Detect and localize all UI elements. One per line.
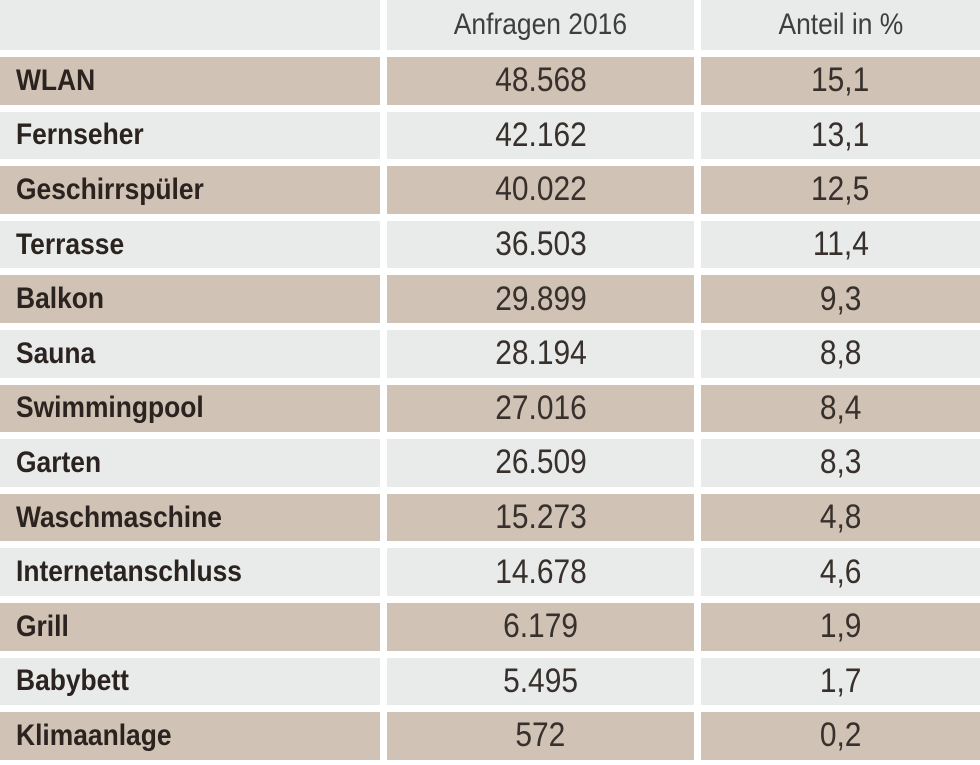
- anfragen-value-cell: 28.194: [387, 329, 694, 378]
- row-label: Swimmingpool: [16, 391, 204, 425]
- anfragen-value-cell: 40.022: [387, 166, 694, 214]
- anteil-value-cell: 11,4: [701, 220, 980, 269]
- anfragen-value: 29.899: [494, 279, 587, 318]
- header-empty-cell: [0, 0, 380, 50]
- table-row: Klimaanlage 572 0,2: [0, 712, 980, 760]
- anfragen-value-cell: 36.503: [387, 220, 694, 269]
- row-label-cell: Terrasse: [0, 220, 380, 269]
- anteil-value: 11,4: [812, 225, 869, 264]
- anteil-value: 0,2: [819, 716, 862, 755]
- row-label-cell: Sauna: [0, 329, 380, 378]
- header-anteil-cell: Anteil in %: [701, 0, 980, 50]
- anteil-value: 13,1: [811, 115, 870, 154]
- anteil-value-cell: 8,3: [701, 439, 980, 487]
- anteil-value-cell: 1,9: [701, 602, 980, 651]
- table-row: Internetanschluss 14.678 4,6: [0, 548, 980, 596]
- row-label-cell: WLAN: [0, 57, 380, 105]
- anfragen-value: 6.179: [503, 607, 578, 646]
- row-label-cell: Klimaanlage: [0, 712, 380, 760]
- anteil-value: 4,6: [819, 552, 862, 591]
- row-label-cell: Swimmingpool: [0, 384, 380, 433]
- anfragen-value: 36.503: [494, 225, 587, 264]
- table-row: Geschirrspüler 40.022 12,5: [0, 166, 980, 214]
- anfragen-value: 14.678: [494, 552, 587, 591]
- table-row: Terrasse 36.503 11,4: [0, 220, 980, 269]
- row-label-cell: Fernseher: [0, 111, 380, 160]
- anfragen-value: 572: [515, 716, 566, 755]
- row-label: Terrasse: [16, 227, 125, 261]
- row-label-cell: Geschirrspüler: [0, 166, 380, 214]
- table-row: Swimmingpool 27.016 8,4: [0, 384, 980, 433]
- row-label: Geschirrspüler: [16, 172, 204, 206]
- row-label: Internetanschluss: [16, 555, 242, 589]
- anfragen-value-cell: 26.509: [387, 439, 694, 487]
- anfragen-value: 42.162: [494, 115, 587, 154]
- row-label-cell: Babybett: [0, 657, 380, 706]
- anfragen-value: 48.568: [494, 61, 587, 100]
- anteil-value: 4,8: [819, 498, 862, 537]
- table-row: Garten 26.509 8,3: [0, 439, 980, 487]
- table-row: WLAN 48.568 15,1: [0, 57, 980, 105]
- table-row: Waschmaschine 15.273 4,8: [0, 493, 980, 542]
- anfragen-value-cell: 27.016: [387, 384, 694, 433]
- row-label-cell: Balkon: [0, 275, 380, 323]
- anfragen-value: 40.022: [494, 170, 587, 209]
- anteil-value-cell: 9,3: [701, 275, 980, 323]
- anfragen-value-cell: 15.273: [387, 493, 694, 542]
- table-row: Sauna 28.194 8,8: [0, 329, 980, 378]
- anteil-value-cell: 13,1: [701, 111, 980, 160]
- anfragen-value-cell: 29.899: [387, 275, 694, 323]
- anfragen-value: 26.509: [494, 443, 587, 482]
- anfragen-value-cell: 42.162: [387, 111, 694, 160]
- anfragen-value: 28.194: [494, 334, 587, 373]
- anfragen-value-cell: 572: [387, 712, 694, 760]
- row-label-cell: Grill: [0, 602, 380, 651]
- anteil-value: 1,9: [819, 607, 862, 646]
- row-label: Garten: [16, 445, 102, 479]
- table-row: Grill 6.179 1,9: [0, 602, 980, 651]
- anteil-value: 15,1: [811, 61, 870, 100]
- row-label: Fernseher: [16, 118, 144, 152]
- anfragen-value: 15.273: [494, 498, 587, 537]
- anteil-value-cell: 4,6: [701, 548, 980, 596]
- header-anfragen-label: Anfragen 2016: [453, 8, 628, 41]
- anfragen-value-cell: 6.179: [387, 602, 694, 651]
- row-label: Babybett: [16, 664, 129, 698]
- row-label: Balkon: [16, 282, 105, 316]
- row-label: Waschmaschine: [16, 500, 222, 534]
- row-label-cell: Waschmaschine: [0, 493, 380, 542]
- anteil-value-cell: 12,5: [701, 166, 980, 214]
- row-label: WLAN: [16, 63, 96, 97]
- anfragen-value-cell: 14.678: [387, 548, 694, 596]
- table-header-row: Anfragen 2016 Anteil in %: [0, 0, 980, 50]
- table-row: Babybett 5.495 1,7: [0, 657, 980, 706]
- anteil-value: 9,3: [819, 279, 862, 318]
- anteil-value-cell: 0,2: [701, 712, 980, 760]
- anfragen-value: 5.495: [503, 661, 578, 700]
- row-label: Klimaanlage: [16, 718, 172, 752]
- anfragen-value-cell: 5.495: [387, 657, 694, 706]
- anteil-value-cell: 8,8: [701, 329, 980, 378]
- row-label: Grill: [16, 609, 69, 643]
- header-anteil-label: Anteil in %: [778, 8, 903, 41]
- anteil-value: 1,7: [819, 661, 862, 700]
- anfragen-value-cell: 48.568: [387, 57, 694, 105]
- table-row: Balkon 29.899 9,3: [0, 275, 980, 323]
- anteil-value-cell: 8,4: [701, 384, 980, 433]
- anteil-value: 12,5: [811, 170, 870, 209]
- row-label-cell: Internetanschluss: [0, 548, 380, 596]
- anteil-value-cell: 1,7: [701, 657, 980, 706]
- anteil-value-cell: 15,1: [701, 57, 980, 105]
- anteil-value: 8,4: [819, 388, 862, 427]
- row-label: Sauna: [16, 336, 96, 370]
- anteil-value-cell: 4,8: [701, 493, 980, 542]
- row-label-cell: Garten: [0, 439, 380, 487]
- header-anfragen-cell: Anfragen 2016: [387, 0, 694, 50]
- anteil-value: 8,8: [819, 334, 862, 373]
- anfragen-value: 27.016: [494, 388, 587, 427]
- anteil-value: 8,3: [819, 443, 862, 482]
- table-row: Fernseher 42.162 13,1: [0, 111, 980, 160]
